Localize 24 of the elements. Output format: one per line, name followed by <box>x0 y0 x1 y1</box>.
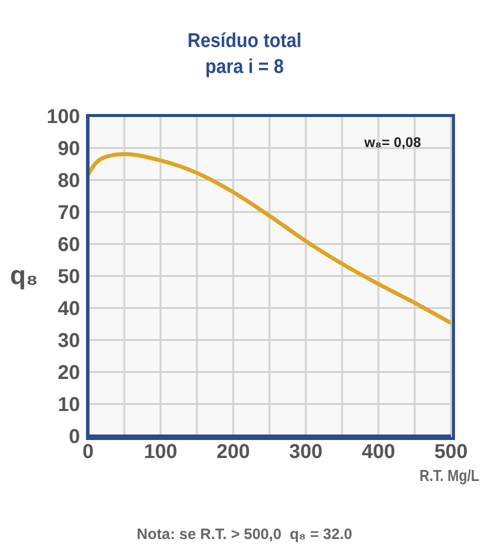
y-tick-label: 10 <box>58 394 80 416</box>
y-tick-label: 0 <box>68 426 80 448</box>
chart-title: Resíduo total <box>186 29 302 54</box>
y-axis-title: q₈ <box>10 260 38 291</box>
y-tick-label: 40 <box>58 298 80 320</box>
x-tick-label: 200 <box>216 441 250 464</box>
y-tick-label: 80 <box>58 170 80 192</box>
x-axis-title: R.T. Mg/L <box>419 468 479 486</box>
annotation: w₈= 0,08 <box>364 134 421 150</box>
x-tick-label: 500 <box>434 441 468 464</box>
y-tick-label: 70 <box>58 202 80 224</box>
text: Nota: se R.T. > 500,0 q₈ = 32.0 <box>136 526 354 543</box>
y-tick-label: 100 <box>46 106 80 128</box>
y-tick-label: 50 <box>58 266 80 288</box>
chart-subtitle: para i = 8 <box>204 55 285 80</box>
line-series <box>88 152 451 326</box>
x-tick-label: 400 <box>362 441 396 464</box>
y-tick-label: 20 <box>58 362 80 384</box>
y-tick-label: 30 <box>58 330 80 352</box>
x-tick-label: 100 <box>144 441 178 464</box>
x-tick-label: 0 <box>82 441 94 464</box>
x-tick-label: 300 <box>289 441 322 464</box>
y-tick-label: 60 <box>58 234 80 256</box>
y-tick-label: 90 <box>58 138 80 160</box>
